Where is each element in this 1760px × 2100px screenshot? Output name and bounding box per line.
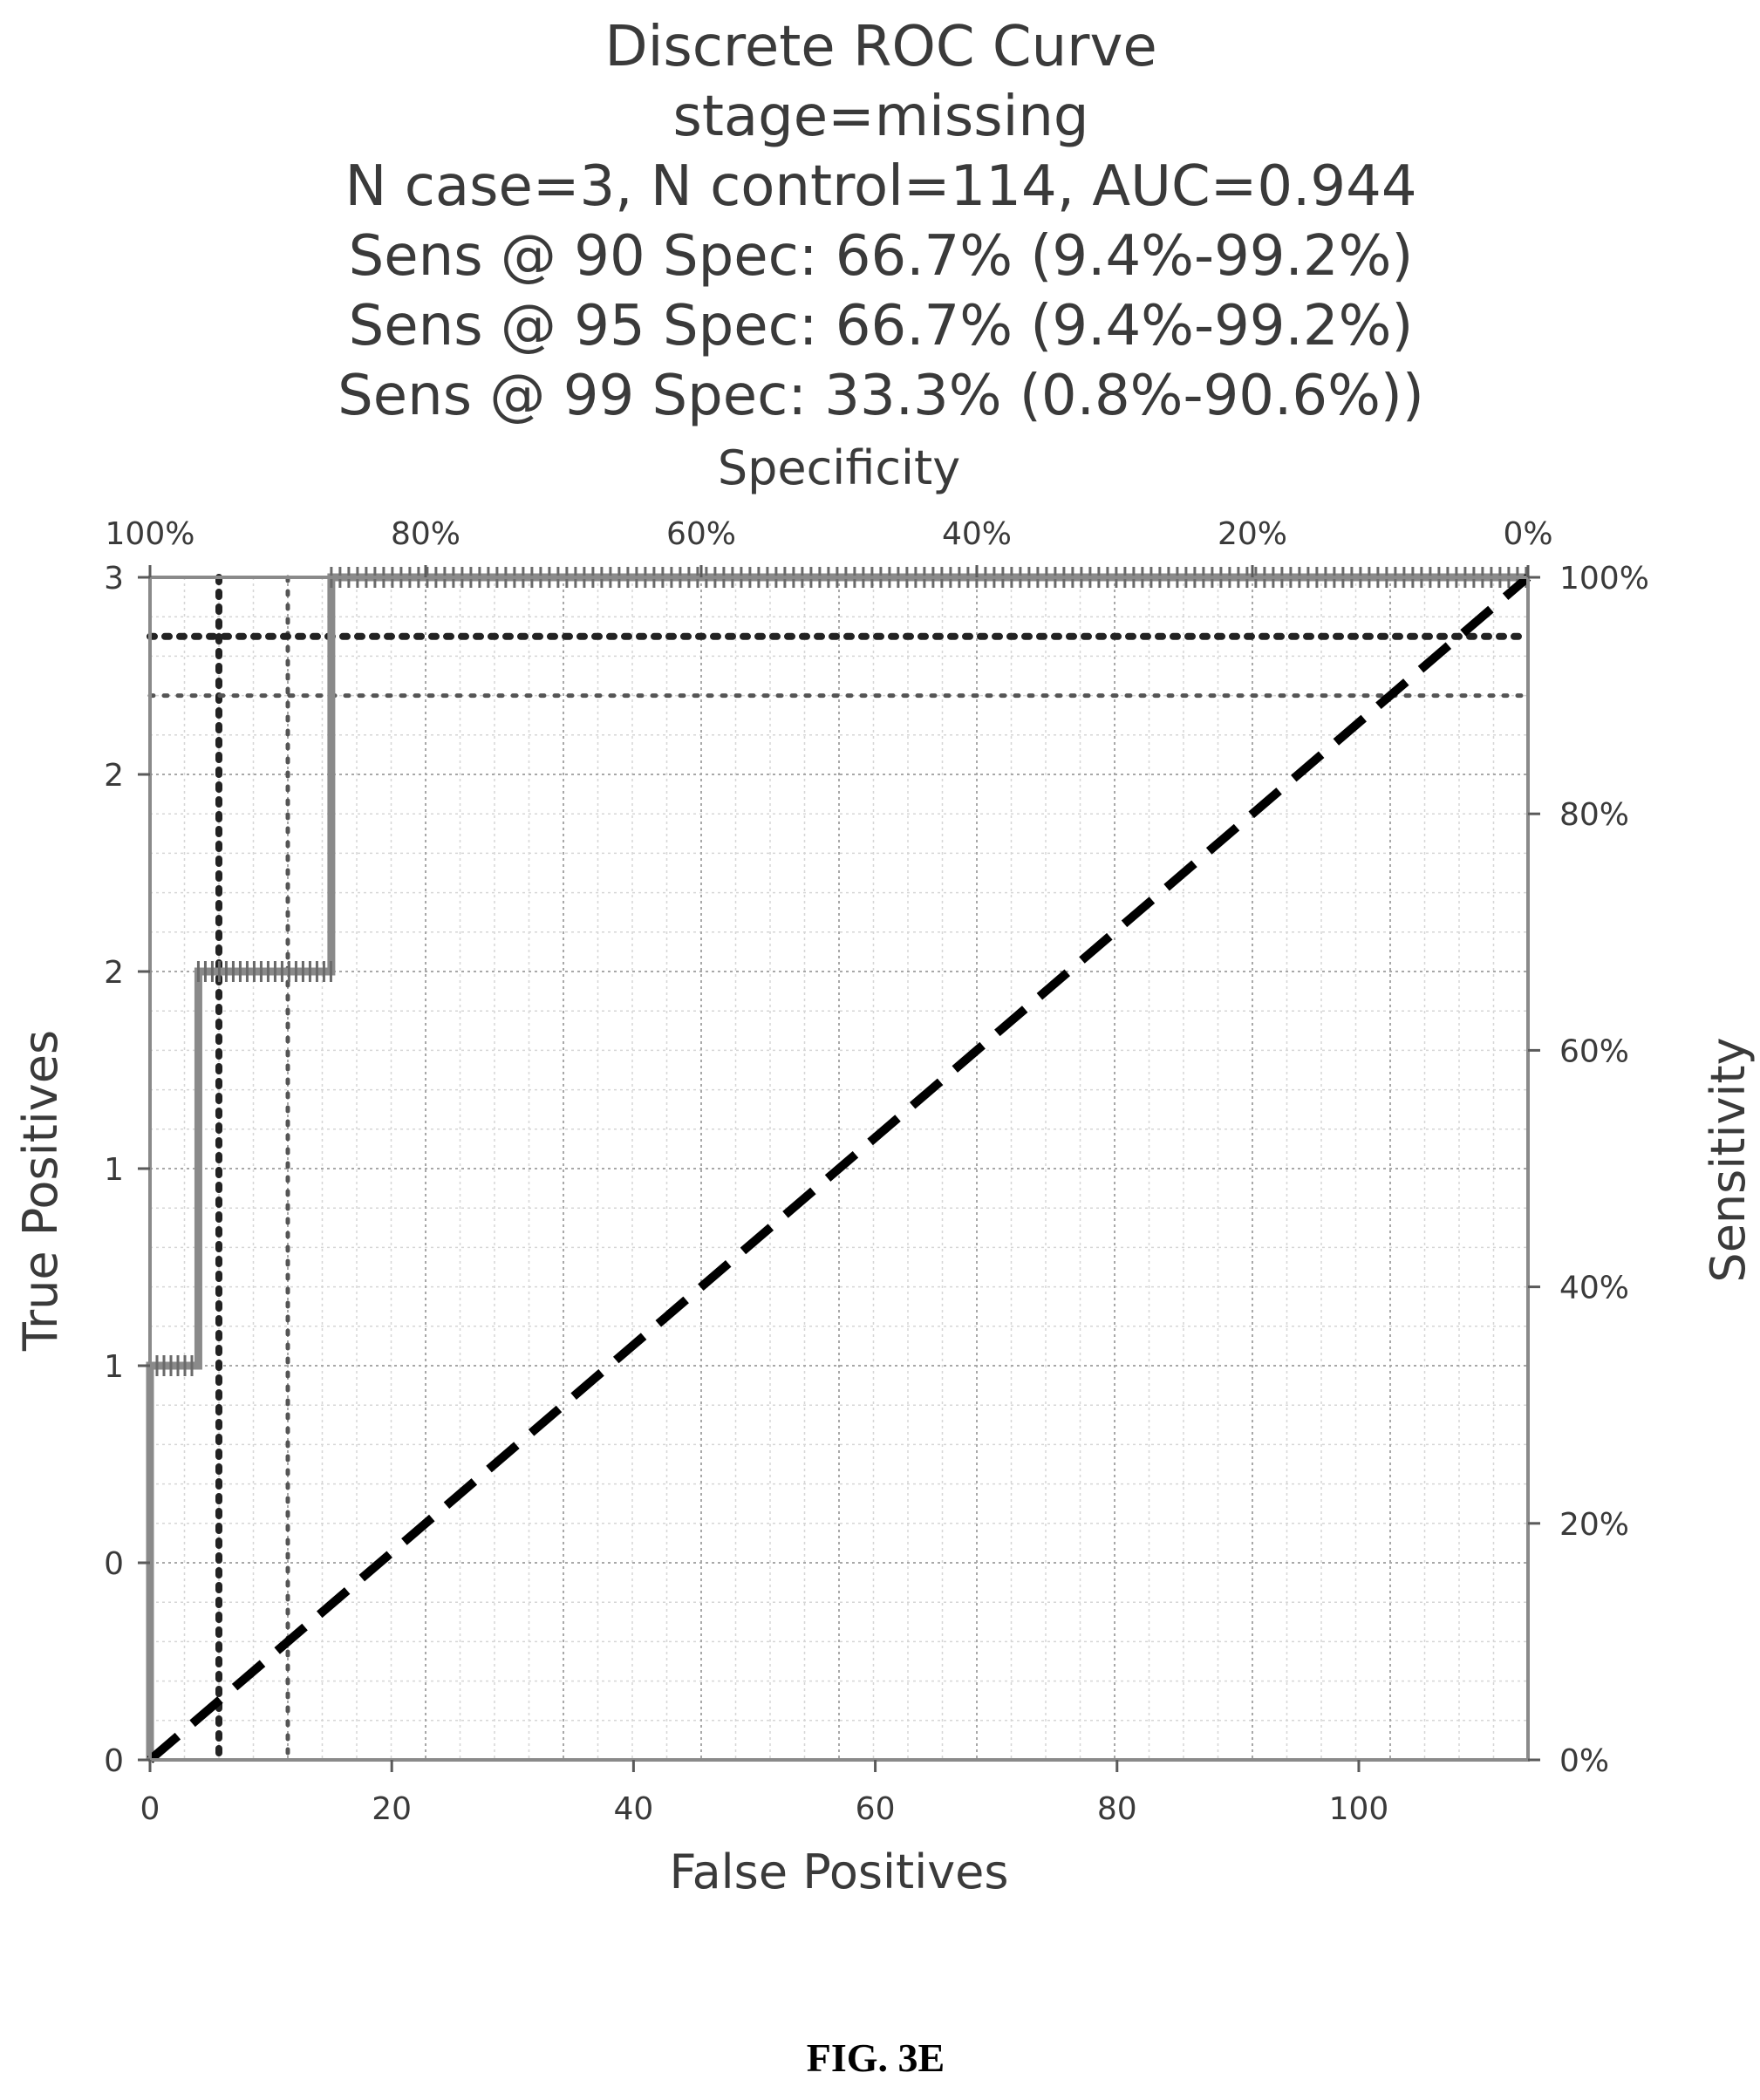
x-axis-label: False Positives (669, 1844, 1008, 1899)
title-line-1: Discrete ROC Curve (604, 15, 1156, 79)
bottom-ticks: 0 20 40 60 80 100 (140, 1760, 1389, 1827)
top-axis-label: Specificity (718, 440, 960, 495)
title-line-2: stage=missing (672, 85, 1088, 149)
left-ticks: 0 0 1 1 2 2 3 (104, 561, 150, 1779)
top-tick-label: 60% (666, 516, 736, 552)
x-tick-label: 0 (140, 1791, 160, 1827)
reference-lines (147, 574, 1531, 1763)
x-tick-label: 40 (613, 1791, 653, 1827)
major-grid (150, 577, 1528, 1760)
title-line-6: Sens @ 99 Spec: 33.3% (0.8%-90.6%)) (338, 364, 1424, 428)
x-tick-label: 20 (372, 1791, 412, 1827)
title-line-4: Sens @ 90 Spec: 66.7% (9.4%-99.2%) (349, 224, 1414, 289)
y-tick-label: 3 (104, 561, 124, 597)
right-tick-label: 40% (1559, 1271, 1629, 1306)
top-tick-label: 0% (1503, 516, 1552, 552)
figure-caption: FIG. 3E (807, 2035, 945, 2080)
y-tick-label: 1 (104, 1349, 124, 1385)
y-tick-label: 2 (104, 955, 124, 991)
y-tick-label: 0 (104, 1546, 124, 1582)
x-tick-label: 100 (1329, 1791, 1389, 1827)
right-axis-label: Sensitivity (1701, 1037, 1756, 1282)
x-tick-label: 80 (1097, 1791, 1137, 1827)
right-tick-label: 100% (1559, 561, 1649, 597)
top-tick-label: 20% (1218, 516, 1287, 552)
y-tick-label: 1 (104, 1152, 124, 1188)
top-tick-label: 80% (391, 516, 460, 552)
y-axis-label: True Positives (13, 1030, 68, 1352)
top-tick-label: 40% (942, 516, 1012, 552)
top-tick-label: 100% (106, 516, 195, 552)
y-tick-label: 0 (104, 1743, 124, 1779)
title-line-5: Sens @ 95 Spec: 66.7% (9.4%-99.2%) (349, 294, 1414, 358)
chart-title: Discrete ROC Curve stage=missing N case=… (338, 15, 1424, 428)
x-tick-label: 60 (856, 1791, 896, 1827)
right-tick-label: 0% (1559, 1743, 1609, 1779)
y-tick-label: 2 (104, 758, 124, 794)
top-ticks: 100% 80% 60% 40% 20% 0% (106, 516, 1553, 577)
right-tick-label: 20% (1559, 1507, 1629, 1543)
right-tick-label: 80% (1559, 797, 1629, 833)
chance-diagonal-line (147, 574, 1531, 1763)
title-line-3: N case=3, N control=114, AUC=0.944 (344, 154, 1416, 219)
right-ticks: 0% 20% 40% 60% 80% 100% (1528, 561, 1649, 1779)
right-tick-label: 60% (1559, 1033, 1629, 1069)
